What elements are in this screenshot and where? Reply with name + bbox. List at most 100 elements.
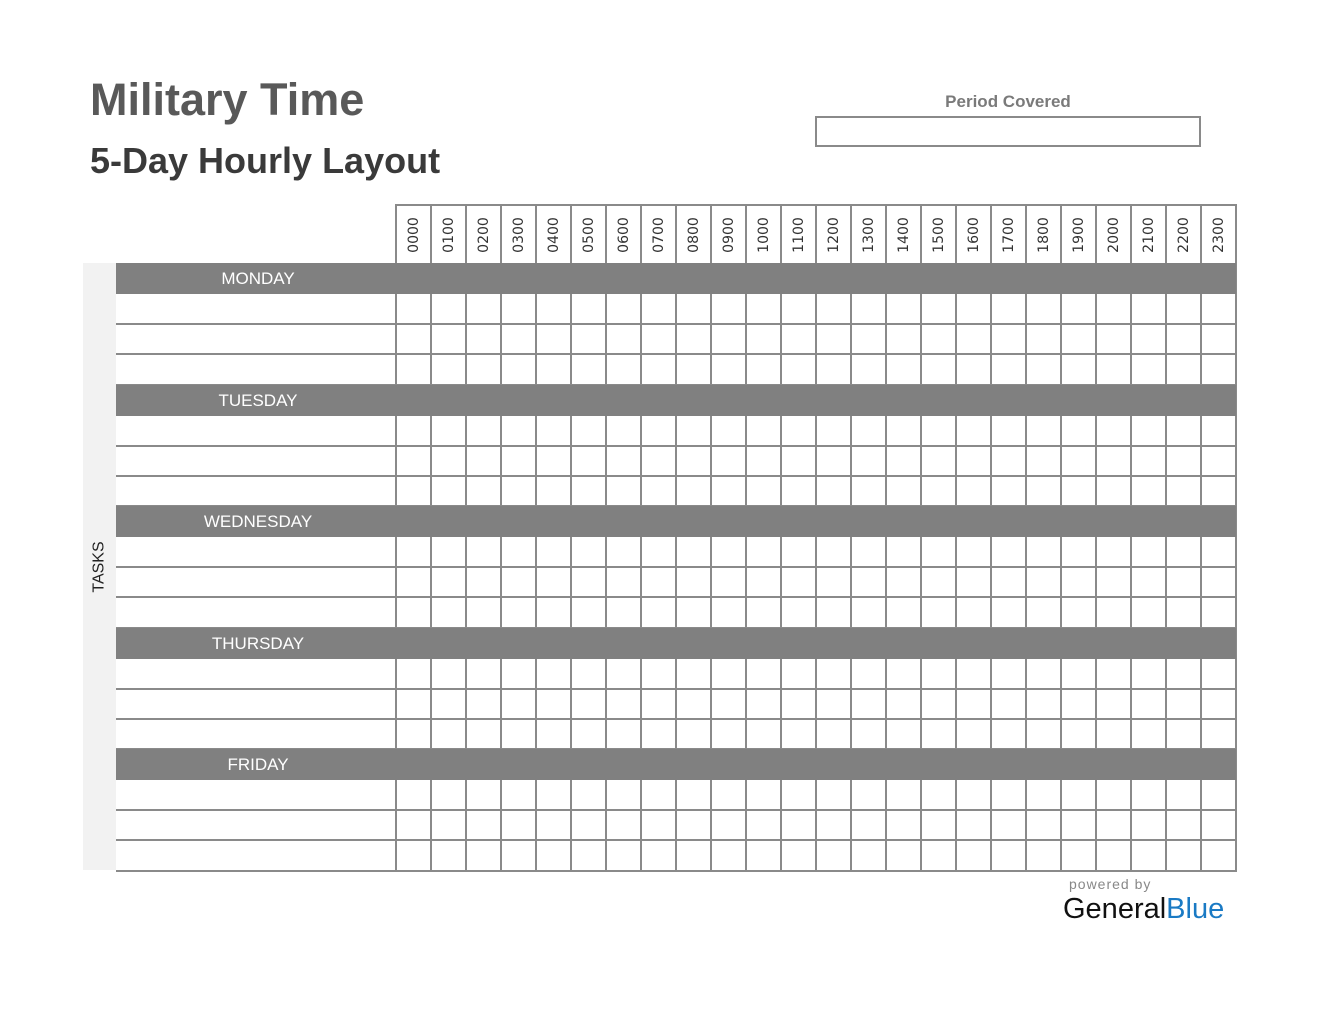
- hour-label: 1600: [965, 217, 982, 253]
- page-title: Military Time: [90, 74, 365, 125]
- hour-header: 0200: [466, 206, 501, 264]
- logo-general: General: [1063, 893, 1167, 925]
- hour-header: 0400: [536, 206, 571, 264]
- task-input[interactable]: [116, 476, 396, 506]
- task-input[interactable]: [116, 689, 396, 719]
- tasks-sidebar: [83, 263, 116, 870]
- hour-label: 1000: [755, 217, 772, 253]
- task-input[interactable]: [116, 294, 396, 324]
- grid-vline: [430, 204, 432, 870]
- grid-vline: [1060, 204, 1062, 870]
- hour-header: 1600: [956, 206, 991, 264]
- hour-header: 1500: [921, 206, 956, 264]
- hour-label: 1700: [1000, 217, 1017, 253]
- task-input[interactable]: [116, 840, 396, 870]
- hour-label: 2300: [1210, 217, 1227, 253]
- grid-vline: [990, 204, 992, 870]
- grid-vline: [605, 204, 607, 870]
- hour-label: 2000: [1105, 217, 1122, 253]
- day-header-tuesday: TUESDAY: [116, 384, 1236, 416]
- grid-vline: [1095, 204, 1097, 870]
- hour-header: 0800: [676, 206, 711, 264]
- hour-header: 0700: [641, 206, 676, 264]
- period-covered-label: Period Covered: [945, 92, 1071, 111]
- row-line: [116, 474, 1237, 477]
- day-label: MONDAY: [221, 269, 295, 288]
- tasks-label: TASKS: [90, 540, 108, 593]
- row-line: [116, 717, 1237, 720]
- hour-header: 1400: [886, 206, 921, 264]
- hour-label: 1500: [930, 217, 947, 253]
- day-label: TUESDAY: [218, 390, 298, 410]
- hour-header: 1200: [816, 206, 851, 264]
- grid-vline: [640, 204, 642, 870]
- row-line: [116, 566, 1237, 569]
- hour-label: 1300: [860, 217, 877, 253]
- hour-label: 1400: [895, 217, 912, 253]
- hour-label: 0600: [615, 217, 632, 253]
- hour-label: 0200: [475, 217, 492, 253]
- powered-by-text: powered by: [1069, 876, 1152, 892]
- task-input[interactable]: [116, 416, 396, 446]
- grid-vline: [395, 204, 397, 870]
- hour-header: 0500: [571, 206, 606, 264]
- day-header-wednesday: WEDNESDAY: [116, 506, 1236, 537]
- period-covered-field[interactable]: [815, 116, 1201, 147]
- hour-header: 1300: [851, 206, 886, 264]
- task-input[interactable]: [116, 659, 396, 689]
- hour-label: 2200: [1175, 217, 1192, 253]
- task-input[interactable]: [116, 324, 396, 354]
- row-line: [116, 323, 1237, 326]
- hour-header: 0600: [606, 206, 641, 264]
- day-label: FRIDAY: [227, 755, 289, 774]
- hour-label: 0100: [440, 217, 457, 253]
- hour-label: 1900: [1070, 217, 1087, 253]
- day-label: THURSDAY: [211, 633, 305, 653]
- row-line: [116, 444, 1237, 447]
- task-input[interactable]: [116, 537, 396, 567]
- hour-label: 0700: [650, 217, 667, 253]
- grid-top-line: [395, 204, 1236, 206]
- task-input[interactable]: [116, 567, 396, 597]
- grid-vline: [500, 204, 502, 870]
- grid-vline: [570, 204, 572, 870]
- grid-vline: [815, 204, 817, 870]
- day-label: WEDNESDAY: [203, 512, 313, 531]
- hour-label: 0400: [545, 217, 562, 253]
- grid-vline: [675, 204, 677, 870]
- task-input[interactable]: [116, 354, 396, 384]
- day-header-thursday: THURSDAY: [116, 627, 1236, 659]
- row-line: [116, 869, 1237, 872]
- grid-vline: [465, 204, 467, 870]
- task-input[interactable]: [116, 597, 396, 627]
- grid-vline: [745, 204, 747, 870]
- hour-label: 1100: [790, 217, 807, 253]
- grid-vline: [535, 204, 537, 870]
- task-input[interactable]: [116, 719, 396, 749]
- grid-vline: [920, 204, 922, 870]
- row-line: [116, 839, 1237, 842]
- hour-header: 2000: [1096, 206, 1131, 264]
- row-line: [116, 353, 1237, 356]
- hour-header: 2300: [1201, 206, 1236, 264]
- grid-vline: [850, 204, 852, 870]
- hour-label: 1200: [825, 217, 842, 253]
- grid-vline: [885, 204, 887, 870]
- hour-header: 1100: [781, 206, 816, 264]
- task-input[interactable]: [116, 780, 396, 810]
- hour-header: 0100: [431, 206, 466, 264]
- grid-vline: [780, 204, 782, 870]
- grid-vline: [955, 204, 957, 870]
- hour-header: 1900: [1061, 206, 1096, 264]
- task-input[interactable]: [116, 810, 396, 840]
- day-header-monday: MONDAY: [116, 263, 1236, 294]
- grid-vline: [1235, 204, 1237, 870]
- row-line: [116, 596, 1237, 599]
- page-subtitle: 5-Day Hourly Layout: [90, 140, 441, 181]
- hour-header: 0000: [396, 206, 431, 264]
- hour-header: 1800: [1026, 206, 1061, 264]
- grid-vline: [1130, 204, 1132, 870]
- task-input[interactable]: [116, 446, 396, 476]
- logo-blue: Blue: [1166, 893, 1225, 925]
